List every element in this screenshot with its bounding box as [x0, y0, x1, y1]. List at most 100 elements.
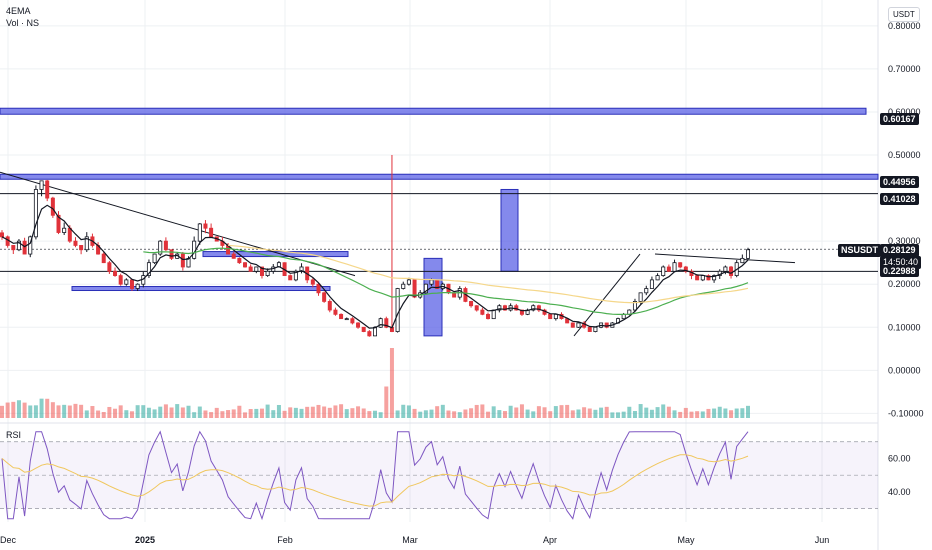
price-tick-label: 0.70000 — [888, 64, 921, 74]
volume-bar — [531, 411, 536, 418]
candle-body — [259, 266, 264, 276]
ema-gold-line — [228, 244, 749, 304]
price-tick-label: 0.10000 — [888, 322, 921, 332]
symbol-tag: NSUSDT — [838, 244, 882, 257]
candle-body — [672, 262, 677, 272]
candle-body — [548, 313, 553, 320]
volume-bar — [141, 405, 146, 418]
volume-bar — [90, 406, 95, 418]
candle-body — [39, 180, 44, 190]
support-zone-019 — [71, 286, 331, 292]
candle-body — [491, 309, 496, 320]
volume-bar — [356, 406, 361, 418]
currency-button[interactable]: USDT — [888, 7, 920, 22]
volume-bar — [180, 407, 185, 418]
volume-bar — [616, 412, 621, 418]
zone-box-march — [423, 257, 443, 337]
candle-body — [288, 275, 293, 281]
level-tag-4: 0.22988 — [880, 265, 919, 277]
candle-body — [486, 313, 491, 320]
x-tick-label: Mar — [402, 535, 418, 545]
rsi-tick-label: 60.00 — [888, 453, 911, 463]
candle-body — [683, 266, 688, 272]
candle-body — [180, 253, 185, 268]
candle-body — [73, 240, 78, 246]
volume-bar — [497, 410, 502, 418]
volume-bar — [243, 412, 248, 418]
candle-body — [706, 275, 711, 281]
volume-bar — [486, 411, 491, 418]
candle-body — [587, 326, 592, 332]
volume-bar — [169, 407, 174, 418]
volume-bar — [621, 411, 626, 418]
candle-body — [152, 253, 157, 264]
volume-bar — [649, 409, 654, 418]
volume-bar — [73, 403, 78, 418]
candle-body — [146, 262, 151, 276]
volume-bar — [259, 408, 264, 418]
volume-bar — [508, 405, 513, 418]
volume-bar — [689, 411, 694, 418]
volume-bar — [548, 411, 553, 418]
volume-bar — [197, 406, 202, 418]
x-tick-label: Jun — [815, 535, 830, 545]
candle-body — [740, 257, 745, 264]
volume-bar — [101, 411, 106, 418]
indicator-label-ema: 4EMA — [6, 6, 31, 16]
candle-body — [344, 318, 349, 321]
volume-bar — [378, 412, 383, 418]
volume-bar — [316, 404, 321, 418]
volume-bar — [56, 405, 61, 418]
price-tick-label: 0.00000 — [888, 365, 921, 375]
rsi-pane-label: RSI — [6, 430, 22, 440]
volume-bar — [435, 406, 440, 418]
volume-bar — [582, 407, 587, 418]
candle-body — [327, 301, 332, 311]
candle-body — [322, 292, 327, 302]
candle-body — [293, 270, 298, 281]
volume-bar — [135, 405, 140, 418]
candle-body — [11, 245, 16, 251]
volume-bar — [310, 406, 315, 418]
volume-bar — [565, 404, 570, 418]
indicator-label-volume: Vol · NS — [6, 18, 40, 28]
candle-body — [0, 232, 4, 238]
volume-bar — [344, 409, 349, 418]
candle-body — [350, 318, 355, 324]
volume-bar — [632, 410, 637, 418]
volume-bar — [84, 410, 89, 418]
volume-bar — [610, 412, 615, 418]
candle-body — [356, 322, 361, 328]
level-tag-2: 0.44956 — [880, 176, 919, 188]
candle-body — [107, 262, 112, 272]
candle-body — [401, 283, 406, 289]
price-tick-label: 0.50000 — [888, 150, 921, 160]
volume-bar — [418, 411, 423, 418]
volume-bar — [576, 409, 581, 418]
zone-box-late-march — [500, 188, 519, 272]
candle-body — [28, 236, 33, 255]
downtrend-line — [0, 171, 356, 277]
candle-body — [655, 275, 660, 281]
volume-bar — [113, 408, 118, 418]
volume-bar — [265, 404, 270, 418]
candle-body — [372, 326, 377, 337]
candle-body — [576, 322, 581, 328]
volume-bar — [604, 406, 609, 418]
candle-body — [406, 279, 411, 285]
candle-body — [209, 227, 214, 238]
volume-bar — [152, 409, 157, 418]
candle-body — [197, 223, 202, 242]
candle-body — [649, 279, 654, 289]
x-tick-label: Dec — [0, 535, 16, 545]
candle-body — [412, 279, 417, 298]
ema-green-line — [143, 247, 749, 315]
volume-bar — [389, 348, 394, 418]
candle-body — [429, 279, 434, 285]
candle-body — [163, 240, 168, 251]
candle-body — [644, 288, 649, 294]
candle-body — [113, 270, 118, 276]
volume-bar — [22, 402, 27, 418]
volume-bar — [367, 411, 372, 418]
